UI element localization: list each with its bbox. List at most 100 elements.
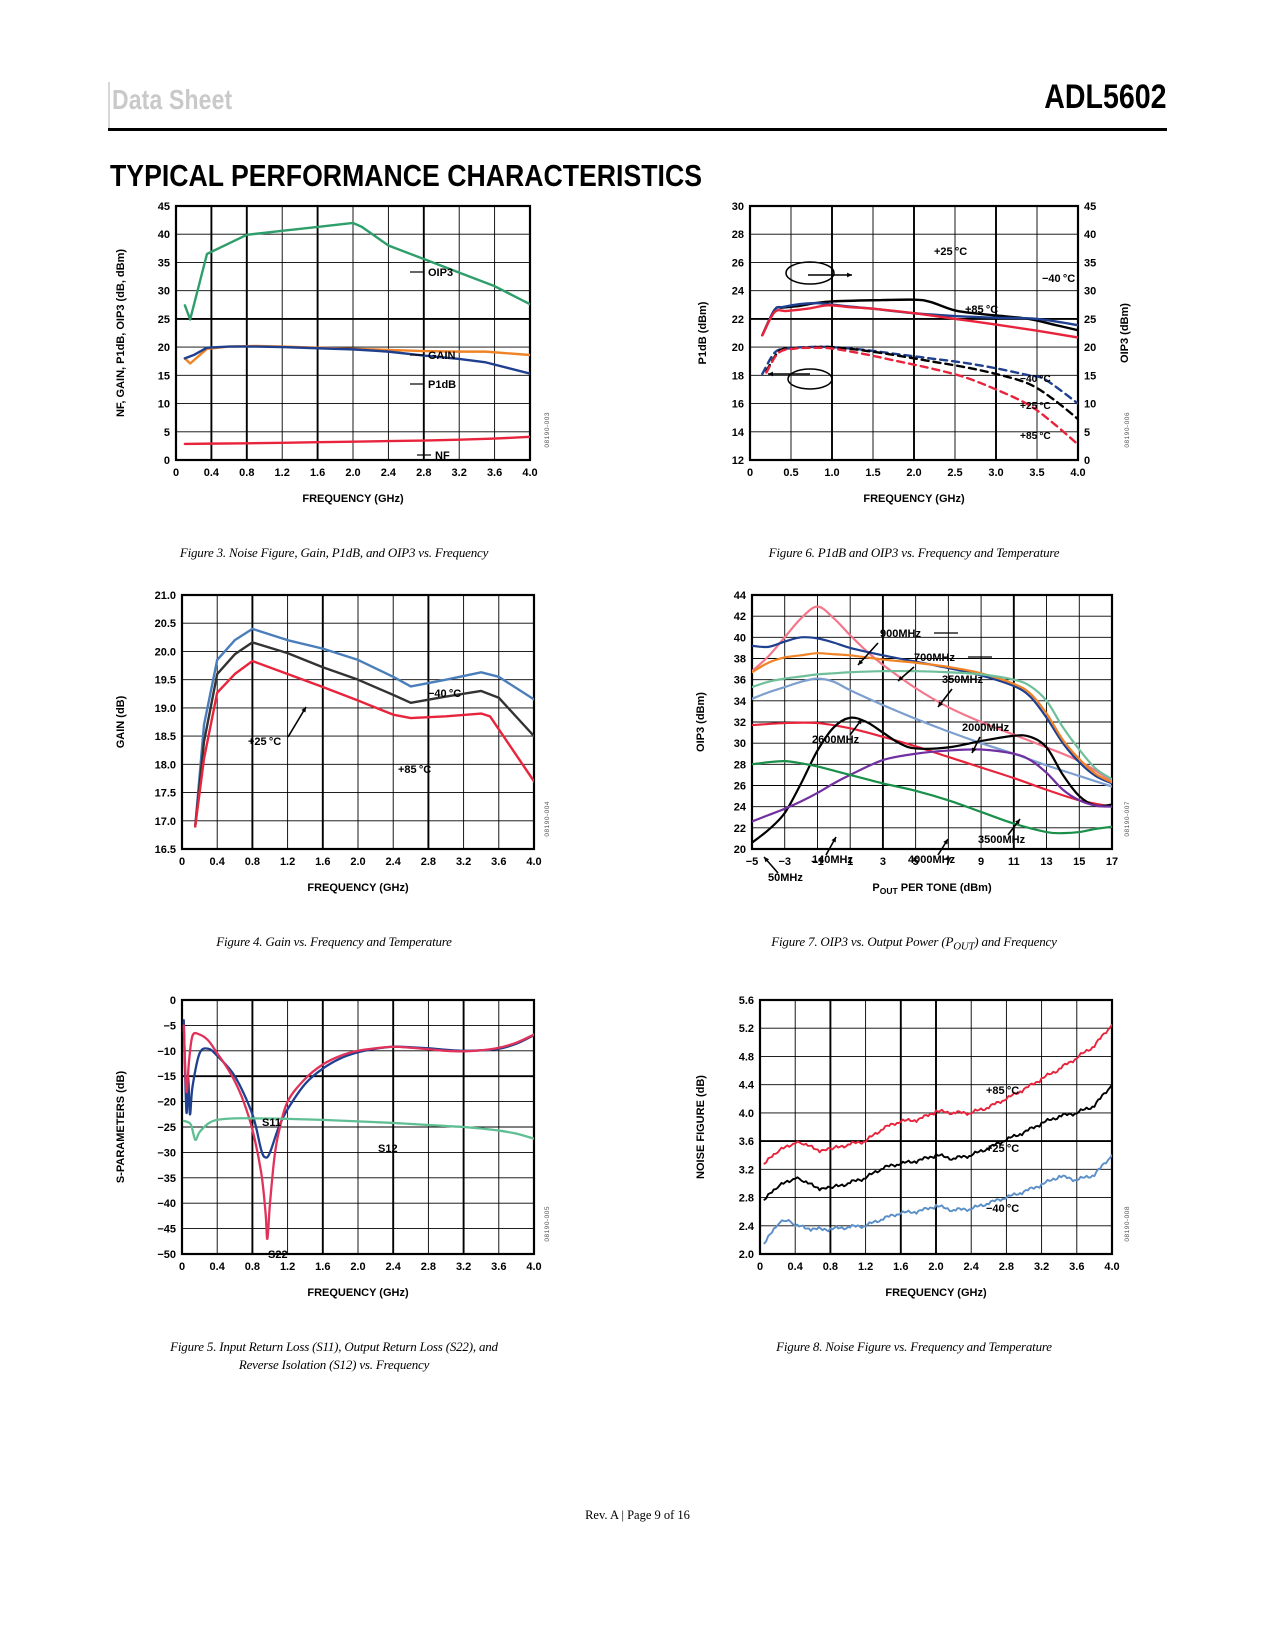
x-tick: 17 [1106,856,1118,868]
y-tick: 4.8 [739,1051,754,1063]
x-tick: −1 [811,856,824,868]
x-tick: 0.8 [245,856,260,868]
chart-annotation: 3500MHz [978,834,1026,846]
x-tick: 3.2 [452,467,467,479]
y-tick: 42 [734,611,746,623]
y-axis-label: NF, GAIN, P1dB, OIP3 (dB, dBm) [115,249,127,417]
x-tick: 2.8 [421,1261,436,1273]
series-140mhz [752,716,1112,844]
chart-annotation: P1dB [428,379,456,391]
chart-annotation: 140MHz [812,854,853,866]
x-tick: 2.4 [386,1261,402,1273]
series-2000mhz [752,677,1112,788]
figure-id-code: 08190-005 [544,1206,551,1242]
y-tick: 25 [158,314,170,326]
y-tick: 19.0 [155,703,176,715]
y-tick: 5.2 [739,1023,754,1035]
y-tick: 18 [732,370,744,382]
chart-annotation: +25 °C [934,246,967,258]
chart-annotation: 4000MHz [908,854,956,866]
chart-annotation: S11 [262,1117,281,1129]
y-tick: 24 [732,286,745,298]
y-tick: 3.6 [739,1136,754,1148]
y-axis-label: S-PARAMETERS (dB) [115,1071,127,1184]
y-tick: 26 [734,781,746,793]
x-tick: 1.5 [865,467,880,479]
y-tick: 28 [734,759,746,771]
y2-tick: 40 [1084,229,1096,241]
x-tick: 5 [913,856,919,868]
chart-annotation: 2600MHz [812,734,860,746]
x-tick: 1.2 [858,1261,873,1273]
x-tick: 9 [978,856,984,868]
x-tick: 1 [847,856,853,868]
y-tick: 19.5 [155,675,176,687]
y-tick: 40 [158,229,170,241]
series-4000mhz [752,760,1112,835]
y-tick: 4.0 [739,1108,754,1120]
y-tick: 22 [734,823,746,835]
y-tick: 44 [734,590,747,602]
x-tick: 2.0 [350,1261,365,1273]
y2-tick: 30 [1084,286,1096,298]
x-tick: 2.8 [416,467,431,479]
series--85-c [194,659,534,828]
chart-fig5: 0 0.4 0.8 1.2 1.6 2.0 2.4 2.8 3.2 3.6 4.0−50−45−40… [115,995,542,1299]
series--40-c [763,1154,1112,1245]
x-tick: 2.4 [381,467,397,479]
x-tick: 0 [757,1261,763,1273]
figure-id-code: 08190-007 [1124,801,1131,837]
y2-tick: 5 [1084,427,1090,439]
x-axis-label: FREQUENCY (GHz) [863,493,965,505]
x-tick: 1.2 [280,856,295,868]
x-axis-label: POUT PER TONE (dBm) [872,882,992,896]
chart-annotation: 900MHz [880,628,921,640]
chart-annotation: −40 °C [1020,374,1051,385]
chart-annotation: +85 °C [965,304,998,316]
series-p1db-85-c [765,346,1078,446]
y-tick: 45 [158,201,170,213]
x-tick: 1.2 [280,1261,295,1273]
x-tick: 1.6 [893,1261,908,1273]
figure-id-code: 08190-006 [1124,412,1131,448]
figure-6: 0 0.5 1.0 1.5 2.0 2.5 3.0 3.5 4.0 12 14 16 18 20 22 24 2… [690,196,1160,566]
y-tick: −35 [157,1173,176,1185]
chart-annotation: −40 °C [1042,273,1075,285]
series-s11 [182,1019,534,1159]
chart-annotation: S22 [268,1249,288,1261]
series-oip3 [183,221,530,321]
y2-axis-label: OIP3 (dBm) [1119,303,1131,363]
figure-7: −5 −3 −1 1 3 5 7 9 11 13 15 17 20 22 24 26 28 30 32 34 36 38 4… [690,585,1160,960]
y-axis-label: P1dB (dBm) [697,301,709,364]
x-tick: 1.2 [275,467,290,479]
x-tick: 3.6 [491,1261,506,1273]
x-tick: 2.0 [906,467,921,479]
y-tick: 20.0 [155,646,176,658]
chart-fig8: 0 0.4 0.8 1.2 1.6 2.0 2.4 2.8 3.2 3.6 4.0 2.0 2.4 2.8… [695,995,1120,1299]
y-tick: −25 [157,1122,176,1134]
chart-annotation: 700MHz [914,652,955,664]
x-tick: 0.8 [245,1261,260,1273]
x-tick: 2.8 [421,856,436,868]
chart-annotation: S12 [378,1143,398,1155]
chart-annotation: +25 °C [248,736,281,748]
figure-caption: Figure 3. Noise Figure, Gain, P1dB, and … [179,545,489,560]
x-tick: 4.0 [526,1261,541,1273]
x-tick: −3 [778,856,791,868]
x-tick: 4.0 [1104,1261,1119,1273]
y-tick: 20 [732,342,744,354]
series-350mhz [752,652,1112,784]
chart-annotation: 350MHz [942,674,983,686]
y-tick: 35 [158,257,170,269]
figure-caption: Figure 5. Input Return Loss (S11), Outpu… [170,1339,498,1372]
y-tick: 34 [734,696,747,708]
x-tick: −5 [746,856,759,868]
x-tick: 2.0 [350,856,365,868]
y-tick: 14 [732,427,745,439]
y2-tick: 35 [1084,257,1096,269]
series-oip3-85-c [761,304,1078,339]
y-tick: 26 [732,257,744,269]
x-tick: 0 [179,856,185,868]
series-s12 [182,1117,534,1141]
x-axis-label: FREQUENCY (GHz) [302,493,404,505]
